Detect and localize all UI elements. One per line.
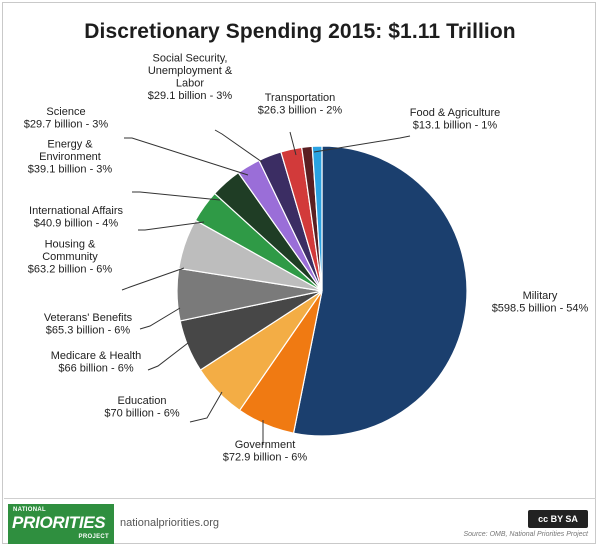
license-badge: cc BY SA xyxy=(528,510,588,528)
leader-line-social-security-unemployment-labor xyxy=(214,129,263,163)
leader-line-medicare-health xyxy=(147,342,189,371)
slice-label-education: Education $70 billion - 6% xyxy=(104,395,179,420)
leader-line-energy-environment xyxy=(132,191,221,201)
logo-top-text: NATIONAL xyxy=(13,507,46,513)
slice-label-government: Government $72.9 billion - 6% xyxy=(223,439,308,464)
leader-line-housing-community xyxy=(121,267,185,291)
slice-label-housing-community: Housing & Community $63.2 billion - 6% xyxy=(28,239,113,276)
slice-label-military: Military $598.5 billion - 54% xyxy=(492,290,589,315)
slice-label-international-affairs: International Affairs $40.9 billion - 4% xyxy=(29,205,123,230)
pie-chart: Military $598.5 billion - 54% Government $7… xyxy=(24,52,589,464)
pie-slice-unlabeled xyxy=(311,145,323,292)
leader-line-education xyxy=(189,391,223,423)
slice-label-social-security-unemployment-labor: Social Security, Unemployment & Labor $29.1… xyxy=(148,52,233,102)
leader-line-veterans-benefits xyxy=(139,307,181,330)
leader-line-science xyxy=(124,137,249,176)
slice-label-transportation: Transportation $26.3 billion - 2% xyxy=(258,92,343,117)
website-link[interactable]: nationalpriorities.org xyxy=(120,517,220,529)
slice-label-medicare-health: Medicare & Health $66 billion - 6% xyxy=(51,350,142,375)
leader-line-food-agriculture xyxy=(313,135,411,153)
footer-divider xyxy=(4,498,596,499)
leader-line-international-affairs xyxy=(138,221,205,231)
slice-label-veterans-benefits: Veterans' Benefits $65.3 billion - 6% xyxy=(44,312,133,337)
slice-label-food-agriculture: Food & Agriculture $13.1 billion - 1% xyxy=(410,107,501,132)
pie-slice-military xyxy=(292,145,468,437)
chart-title: Discretionary Spending 2015: $1.11 Trill… xyxy=(84,20,516,43)
logo-main-text: PRIORITIES xyxy=(12,513,106,532)
leader-line-transportation xyxy=(289,131,297,156)
chart-frame xyxy=(2,2,596,544)
slice-label-energy-environment: Energy & Environment $39.1 billion - 3% xyxy=(28,139,113,176)
logo: NATIONAL PRIORITIES PROJECT xyxy=(8,504,114,544)
slice-label-science: Science $29.7 billion - 3% xyxy=(24,106,109,131)
source-note: Source: OMB, National Priorities Project xyxy=(463,531,589,538)
logo-bottom-text: PROJECT xyxy=(78,534,109,540)
